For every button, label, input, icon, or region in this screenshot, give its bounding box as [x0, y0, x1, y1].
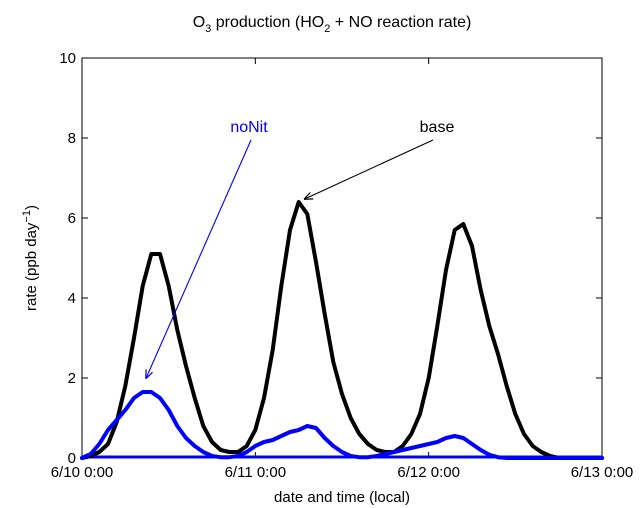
y-tick-label: 4 — [68, 290, 76, 307]
chart-title-part: O — [193, 14, 205, 31]
annotation-arrow-base — [305, 139, 434, 199]
chart-title: O3 production (HO2 + NO reaction rate) — [193, 14, 472, 35]
x-axis-label: date and time (local) — [274, 489, 410, 506]
y-tick-label: 10 — [59, 50, 76, 67]
y-axis-label-part: ) — [23, 205, 40, 210]
y-tick-label: 8 — [68, 130, 76, 147]
annotation-label-base: base — [420, 119, 455, 136]
annotation-arrow-noNit — [146, 139, 252, 378]
chart-title-subscript: 3 — [205, 23, 211, 35]
y-tick-label: 6 — [68, 210, 76, 227]
chart-title-part: production (HO — [211, 14, 324, 31]
series-line-noNit — [80, 390, 604, 460]
x-tick-label: 6/11 0:00 — [225, 464, 286, 481]
plot-area: 0 2 4 6 8 10 6/10 0:00 6/11 0:00 6/12 0:00 6/13 0… — [51, 50, 634, 481]
y-axis-label: rate (ppb day−1) — [21, 205, 40, 311]
y-axis-label-superscript: −1 — [21, 210, 33, 223]
chart-title-subscript: 2 — [324, 23, 330, 35]
y-tick-label: 2 — [68, 370, 76, 387]
series-line-base — [80, 200, 604, 460]
y-tick-label: 0 — [68, 450, 76, 467]
x-tick-label: 6/13 0:00 — [571, 464, 634, 481]
chart-title-part: + NO reaction rate) — [330, 14, 471, 31]
annotation-label-noNit: noNit — [230, 119, 268, 136]
x-tick-label: 6/12 0:00 — [397, 464, 460, 481]
x-tick-label: 6/10 0:00 — [51, 464, 114, 481]
y-axis-label-part: rate (ppb day — [23, 222, 40, 311]
